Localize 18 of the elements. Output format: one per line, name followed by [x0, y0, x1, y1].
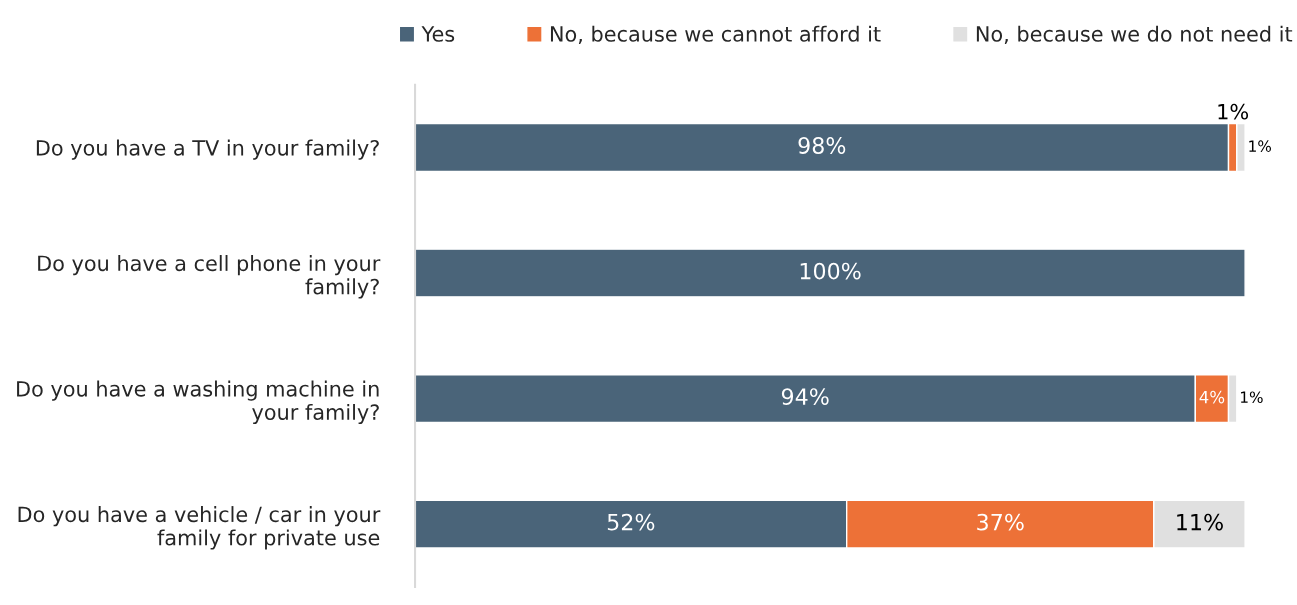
- data-label: 94%: [781, 388, 829, 405]
- data-label: 4%: [1199, 390, 1225, 404]
- legend-label: No, because we do not need it: [976, 25, 1293, 44]
- bar: [415, 248, 1246, 298]
- data-label: 37%: [977, 513, 1024, 531]
- y-tick-label: Do you have a washing machine in your family?: [17, 380, 379, 425]
- data-label: 100%: [800, 262, 861, 280]
- data-label: 98%: [798, 137, 846, 154]
- y-tick-label: Do you have a TV in your family?: [36, 139, 379, 160]
- data-label: 1%: [1240, 391, 1263, 403]
- data-label: 11%: [1177, 513, 1223, 531]
- data-label: 52%: [607, 513, 655, 531]
- legend-label: No, because we cannot afford it: [550, 25, 881, 44]
- data-label: 1%: [1218, 103, 1249, 120]
- y-tick-label: Do you have a vehicle / car in your family for private use: [18, 506, 381, 550]
- data-label: 1%: [1249, 140, 1271, 152]
- y-tick-label: Do you have a cell phone in your family?: [38, 255, 381, 299]
- legend-label: Yes: [421, 26, 455, 42]
